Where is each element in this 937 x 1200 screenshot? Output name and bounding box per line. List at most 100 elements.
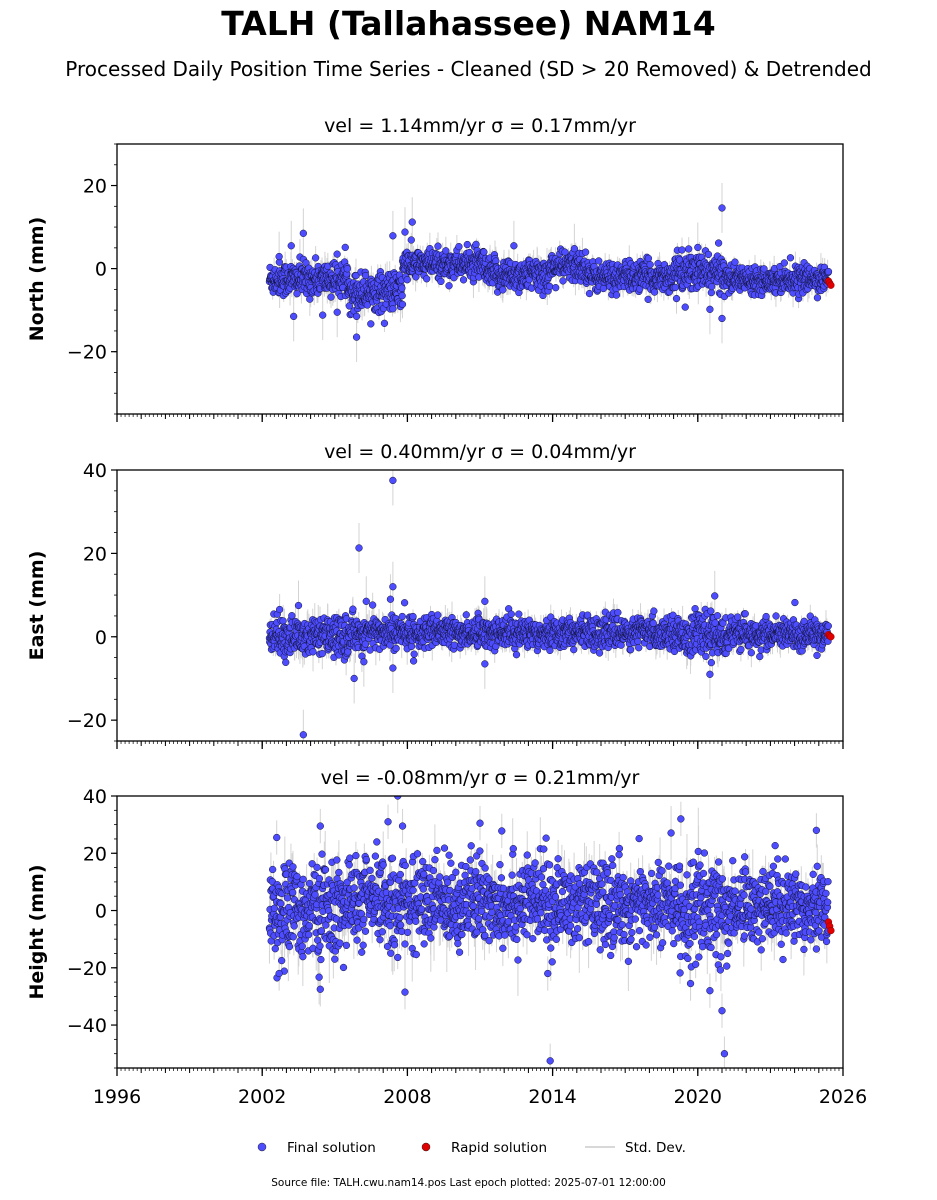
final-point xyxy=(450,274,458,282)
final-point xyxy=(400,599,409,607)
final-point xyxy=(275,605,284,614)
final-point xyxy=(612,291,621,299)
final-point xyxy=(434,242,442,250)
final-point xyxy=(318,649,326,658)
final-point-outlier xyxy=(694,243,702,252)
final-point-outlier xyxy=(333,308,341,316)
final-point xyxy=(389,305,397,313)
final-point xyxy=(352,271,360,280)
chart-title: TALH (Tallahassee) NAM14 xyxy=(221,4,716,43)
final-point xyxy=(309,648,317,656)
final-point xyxy=(463,240,471,249)
final-point xyxy=(343,265,351,273)
final-point xyxy=(644,254,653,263)
final-point-outlier xyxy=(510,242,518,250)
final-point xyxy=(341,243,349,252)
final-point-outlier xyxy=(275,252,283,261)
final-point xyxy=(650,288,659,296)
final-point-outlier xyxy=(319,311,327,319)
final-point xyxy=(545,282,554,291)
final-point xyxy=(499,286,507,294)
final-point-outlier xyxy=(290,312,298,321)
final-point-outlier xyxy=(408,218,416,226)
final-point xyxy=(445,282,453,290)
final-point xyxy=(813,294,822,302)
final-point xyxy=(672,294,681,303)
rapid-point xyxy=(827,281,835,289)
final-point xyxy=(333,250,341,258)
chart-subtitle: Processed Daily Position Time Series - C… xyxy=(65,57,872,81)
final-point xyxy=(282,658,290,667)
final-point xyxy=(363,301,371,309)
final-point xyxy=(626,645,635,654)
final-point xyxy=(327,293,335,301)
final-point xyxy=(714,239,723,247)
final-point-outlier xyxy=(352,333,361,341)
final-point-outlier xyxy=(706,305,714,313)
panel-title: vel = 1.14mm/yr σ = 0.17mm/yr xyxy=(324,115,636,137)
final-point xyxy=(570,645,578,654)
final-point xyxy=(459,276,468,284)
final-point xyxy=(581,248,590,256)
final-point xyxy=(380,319,389,327)
final-point xyxy=(345,302,353,310)
final-point xyxy=(704,250,713,259)
final-point xyxy=(780,259,788,267)
final-point-outlier xyxy=(299,229,307,237)
final-point xyxy=(546,646,554,655)
final-point-outlier xyxy=(401,228,409,236)
final-point xyxy=(595,649,604,657)
final-point xyxy=(512,651,521,659)
panel-1: 20 0 −20 vel = 1.14mm/yr σ = 0.17mm/yr North… xyxy=(26,115,844,422)
final-point xyxy=(644,295,652,303)
final-point xyxy=(678,246,686,254)
final-point xyxy=(409,657,418,665)
final-point xyxy=(634,637,642,646)
final-point xyxy=(367,320,375,328)
final-point xyxy=(786,254,795,262)
final-point xyxy=(552,284,560,292)
final-point xyxy=(671,283,679,292)
final-point xyxy=(455,242,463,251)
final-solution-points xyxy=(265,476,832,739)
final-point xyxy=(681,303,689,311)
final-point xyxy=(409,612,417,621)
final-point-outlier xyxy=(718,314,726,323)
final-point xyxy=(559,277,567,285)
y-tick-label: 0 xyxy=(95,259,107,281)
final-point xyxy=(685,245,693,253)
final-point xyxy=(398,284,406,292)
y-tick-label: −20 xyxy=(67,342,107,364)
final-point xyxy=(410,650,418,658)
final-point-outlier xyxy=(570,245,579,253)
final-point-outlier xyxy=(389,232,397,240)
final-point-outlier xyxy=(287,242,295,250)
final-point xyxy=(480,248,488,256)
final-point xyxy=(398,300,407,309)
final-point xyxy=(403,276,411,284)
final-point xyxy=(635,644,643,652)
final-point xyxy=(585,289,594,298)
final-point xyxy=(293,290,301,298)
final-point xyxy=(462,611,470,619)
y-axis-label: North (mm) xyxy=(26,217,48,342)
panel-2-data xyxy=(265,470,835,741)
final-point-outlier xyxy=(352,312,361,321)
final-point xyxy=(306,295,314,303)
final-point xyxy=(398,612,406,621)
final-point xyxy=(407,236,415,244)
final-point xyxy=(361,271,370,280)
final-point xyxy=(392,644,400,653)
final-point xyxy=(472,240,480,249)
panel-1-data xyxy=(265,183,835,363)
final-point xyxy=(311,254,320,262)
final-point xyxy=(515,610,523,618)
final-point xyxy=(288,612,296,620)
final-point xyxy=(731,258,739,266)
final-point xyxy=(398,292,406,300)
final-point xyxy=(368,601,377,609)
y-tick-label: 20 xyxy=(83,176,107,198)
final-point xyxy=(434,611,442,619)
final-point xyxy=(442,247,450,255)
